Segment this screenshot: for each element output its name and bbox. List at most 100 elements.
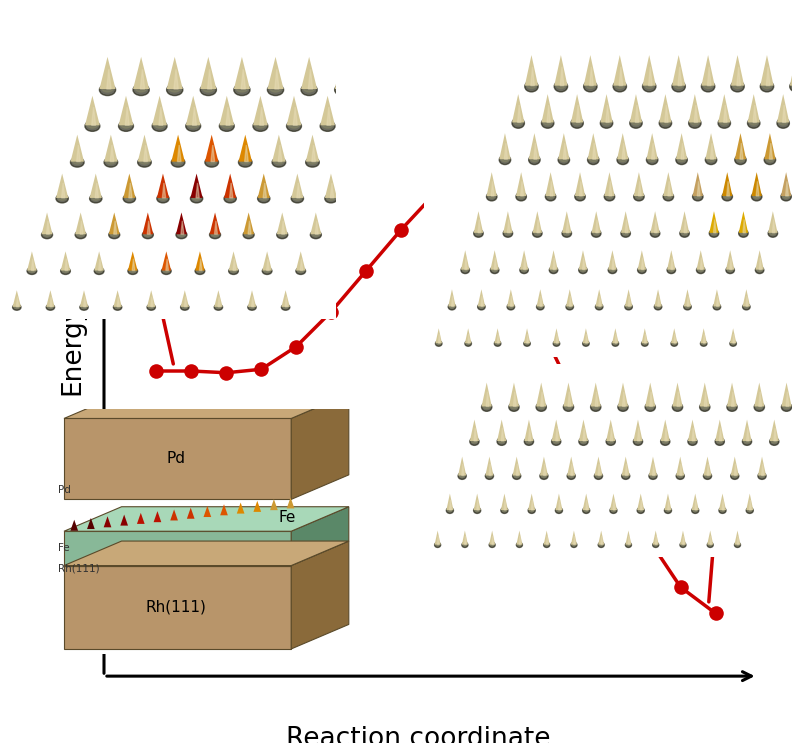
Polygon shape — [150, 296, 153, 307]
Polygon shape — [628, 536, 630, 545]
Polygon shape — [478, 289, 485, 306]
Polygon shape — [64, 507, 349, 531]
Ellipse shape — [703, 80, 713, 88]
Polygon shape — [461, 250, 470, 270]
Polygon shape — [598, 464, 600, 476]
Ellipse shape — [634, 192, 644, 201]
Polygon shape — [596, 219, 598, 233]
Ellipse shape — [671, 341, 678, 346]
Polygon shape — [567, 456, 575, 476]
Polygon shape — [263, 183, 266, 198]
Ellipse shape — [693, 192, 703, 201]
Ellipse shape — [720, 117, 729, 125]
Ellipse shape — [644, 80, 654, 88]
Ellipse shape — [596, 303, 602, 308]
Ellipse shape — [537, 304, 544, 310]
Polygon shape — [245, 145, 248, 162]
Polygon shape — [759, 258, 762, 270]
Polygon shape — [626, 464, 627, 476]
Ellipse shape — [590, 403, 601, 412]
Point — [604, 461, 617, 473]
Ellipse shape — [72, 157, 82, 164]
Polygon shape — [296, 251, 306, 270]
Polygon shape — [663, 172, 674, 196]
Polygon shape — [200, 57, 216, 89]
Polygon shape — [512, 94, 524, 123]
Polygon shape — [516, 464, 518, 476]
Polygon shape — [312, 145, 315, 162]
Ellipse shape — [341, 157, 351, 164]
Ellipse shape — [162, 267, 171, 274]
Polygon shape — [610, 493, 617, 510]
Ellipse shape — [610, 507, 617, 513]
Ellipse shape — [459, 473, 466, 477]
Polygon shape — [486, 172, 497, 196]
Ellipse shape — [701, 341, 707, 346]
Ellipse shape — [90, 194, 102, 203]
Ellipse shape — [782, 403, 790, 409]
Ellipse shape — [579, 438, 588, 445]
Ellipse shape — [462, 542, 467, 546]
Ellipse shape — [731, 81, 744, 92]
Polygon shape — [618, 383, 628, 406]
Ellipse shape — [759, 473, 765, 477]
Polygon shape — [755, 250, 764, 270]
Ellipse shape — [555, 507, 562, 513]
Polygon shape — [258, 174, 270, 198]
Ellipse shape — [751, 192, 762, 201]
Point — [534, 322, 547, 334]
Ellipse shape — [540, 473, 548, 479]
Ellipse shape — [571, 542, 577, 548]
Ellipse shape — [630, 118, 642, 129]
Ellipse shape — [591, 230, 601, 237]
Ellipse shape — [550, 267, 558, 273]
Polygon shape — [707, 531, 714, 545]
Polygon shape — [672, 55, 686, 85]
Polygon shape — [243, 212, 254, 234]
Ellipse shape — [782, 192, 790, 198]
Polygon shape — [282, 291, 290, 307]
Ellipse shape — [529, 507, 534, 512]
Polygon shape — [731, 392, 734, 406]
Ellipse shape — [754, 403, 765, 412]
Polygon shape — [687, 296, 689, 306]
Ellipse shape — [461, 267, 470, 273]
Polygon shape — [680, 531, 686, 545]
Ellipse shape — [681, 229, 688, 235]
Ellipse shape — [677, 473, 683, 477]
Ellipse shape — [512, 118, 525, 129]
Polygon shape — [170, 510, 178, 520]
Ellipse shape — [638, 266, 645, 271]
Ellipse shape — [188, 120, 198, 128]
Ellipse shape — [495, 340, 500, 345]
Polygon shape — [701, 328, 707, 343]
Ellipse shape — [538, 303, 543, 308]
Ellipse shape — [606, 438, 615, 445]
Ellipse shape — [634, 438, 642, 443]
Polygon shape — [330, 183, 334, 198]
Ellipse shape — [638, 507, 643, 512]
Ellipse shape — [536, 403, 546, 412]
Polygon shape — [781, 172, 791, 196]
Polygon shape — [474, 428, 477, 441]
Ellipse shape — [550, 266, 557, 271]
Polygon shape — [753, 105, 757, 123]
Polygon shape — [346, 145, 349, 162]
Ellipse shape — [738, 230, 748, 237]
Ellipse shape — [142, 231, 154, 239]
Polygon shape — [697, 250, 705, 270]
Ellipse shape — [114, 305, 122, 311]
Ellipse shape — [291, 194, 303, 203]
Polygon shape — [62, 183, 65, 198]
Ellipse shape — [720, 507, 725, 512]
Polygon shape — [622, 143, 626, 159]
Polygon shape — [681, 143, 684, 159]
Ellipse shape — [173, 157, 183, 164]
Polygon shape — [588, 133, 599, 159]
Ellipse shape — [778, 117, 788, 125]
Polygon shape — [104, 134, 118, 162]
Ellipse shape — [546, 192, 556, 201]
Ellipse shape — [734, 155, 746, 164]
Ellipse shape — [753, 192, 761, 198]
Polygon shape — [176, 212, 187, 234]
